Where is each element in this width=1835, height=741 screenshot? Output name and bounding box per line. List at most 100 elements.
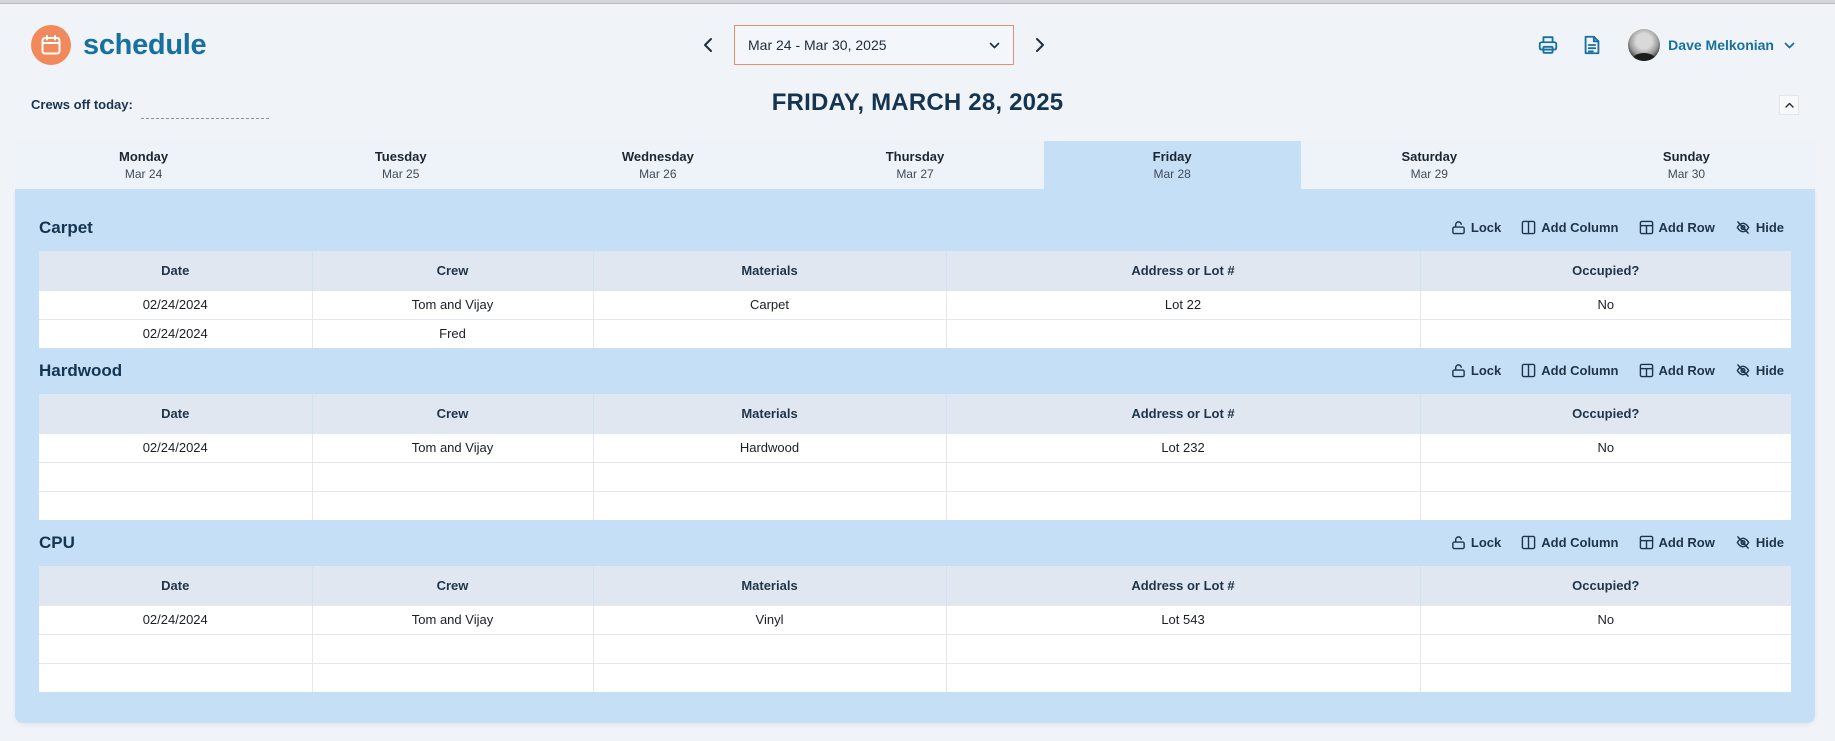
document-button[interactable] bbox=[1578, 28, 1606, 62]
add-row-button[interactable]: Add Row bbox=[1639, 363, 1715, 378]
column-header[interactable]: Address or Lot # bbox=[946, 251, 1421, 290]
table-cell[interactable] bbox=[312, 662, 594, 692]
table-cell[interactable]: Fred bbox=[312, 318, 594, 348]
column-header[interactable]: Materials bbox=[593, 566, 947, 605]
table-cell[interactable] bbox=[946, 633, 1421, 663]
table-cell[interactable]: Lot 543 bbox=[946, 604, 1421, 634]
week-range-select[interactable]: Mar 24 - Mar 30, 2025 bbox=[734, 25, 1014, 65]
column-header[interactable]: Date bbox=[39, 566, 313, 605]
lock-button[interactable]: Lock bbox=[1451, 220, 1501, 235]
table-cell[interactable]: No bbox=[1420, 604, 1791, 634]
section-title: Carpet bbox=[39, 218, 93, 237]
table-cell[interactable] bbox=[312, 490, 594, 520]
hide-button[interactable]: Hide bbox=[1735, 363, 1784, 378]
unlock-icon bbox=[1452, 364, 1465, 378]
chevron-down-icon bbox=[1784, 42, 1795, 48]
table-cell[interactable]: Tom and Vijay bbox=[312, 604, 594, 634]
tab-date-label: Mar 30 bbox=[1667, 167, 1706, 181]
tab-day-label: Tuesday bbox=[374, 149, 427, 164]
table-cell[interactable] bbox=[593, 461, 947, 491]
table-cell[interactable]: 02/24/2024 bbox=[39, 432, 313, 462]
column-header[interactable]: Address or Lot # bbox=[946, 394, 1421, 433]
add-row-label: Add Row bbox=[1658, 363, 1715, 378]
table-row: 02/24/2024 Fred bbox=[39, 318, 1791, 348]
table-cell[interactable] bbox=[39, 662, 313, 692]
table-cell[interactable] bbox=[1420, 633, 1791, 663]
table-cell[interactable] bbox=[593, 633, 947, 663]
table-cell[interactable]: 02/24/2024 bbox=[39, 318, 313, 348]
next-week-button[interactable] bbox=[1028, 25, 1052, 65]
column-header[interactable]: Date bbox=[39, 251, 313, 290]
section-actions: Lock Add Column Add Row Hide bbox=[1431, 220, 1784, 235]
add-column-button[interactable]: Add Column bbox=[1521, 220, 1619, 235]
week-range-value: Mar 24 - Mar 30, 2025 bbox=[748, 37, 887, 53]
table-cell[interactable] bbox=[1420, 490, 1791, 520]
column-header[interactable]: Date bbox=[39, 394, 313, 433]
column-header[interactable]: Address or Lot # bbox=[946, 566, 1421, 605]
hide-button[interactable]: Hide bbox=[1735, 220, 1784, 235]
add-column-button[interactable]: Add Column bbox=[1521, 363, 1619, 378]
table-cell[interactable]: 02/24/2024 bbox=[39, 289, 313, 319]
tab-saturday[interactable]: Saturday Mar 29 bbox=[1301, 141, 1558, 189]
lock-button[interactable]: Lock bbox=[1451, 535, 1501, 550]
tab-friday[interactable]: Friday Mar 28 bbox=[1043, 141, 1301, 189]
table-cell[interactable] bbox=[946, 662, 1421, 692]
tab-date-label: Mar 24 bbox=[124, 167, 163, 181]
table-cell[interactable] bbox=[946, 318, 1421, 348]
tab-wednesday[interactable]: Wednesday Mar 26 bbox=[529, 141, 786, 189]
table-row: 02/24/2024 Tom and Vijay Vinyl Lot 543 N… bbox=[39, 604, 1791, 634]
crews-off-input[interactable] bbox=[141, 118, 269, 119]
hide-button[interactable]: Hide bbox=[1735, 535, 1784, 550]
table-cell[interactable]: Carpet bbox=[593, 289, 947, 319]
column-header[interactable]: Materials bbox=[593, 251, 947, 290]
table-cell[interactable]: No bbox=[1420, 289, 1791, 319]
table-row bbox=[39, 633, 1791, 663]
header-actions: Dave Melkonian bbox=[1534, 28, 1835, 62]
table-cell[interactable] bbox=[312, 633, 594, 663]
app-logo[interactable]: schedule bbox=[31, 25, 207, 65]
add-column-button[interactable]: Add Column bbox=[1521, 535, 1619, 550]
add-row-button[interactable]: Add Row bbox=[1639, 535, 1715, 550]
table-cell[interactable]: Tom and Vijay bbox=[312, 289, 594, 319]
column-header[interactable]: Occupied? bbox=[1420, 394, 1791, 433]
tab-thursday[interactable]: Thursday Mar 27 bbox=[786, 141, 1043, 189]
table-cell[interactable]: Hardwood bbox=[593, 432, 947, 462]
table-cell[interactable] bbox=[946, 490, 1421, 520]
user-menu[interactable]: Dave Melkonian bbox=[1628, 29, 1795, 61]
table-cell[interactable] bbox=[312, 461, 594, 491]
table-header-row: Date Crew Materials Address or Lot # Occ… bbox=[39, 251, 1791, 290]
column-header[interactable]: Materials bbox=[593, 394, 947, 433]
add-row-button[interactable]: Add Row bbox=[1639, 220, 1715, 235]
column-header[interactable]: Occupied? bbox=[1420, 251, 1791, 290]
table-cell[interactable] bbox=[39, 461, 313, 491]
table-cell[interactable]: No bbox=[1420, 432, 1791, 462]
table-cell[interactable] bbox=[1420, 318, 1791, 348]
section-actions: Lock Add Column Add Row Hide bbox=[1431, 363, 1784, 378]
table-cell[interactable] bbox=[1420, 461, 1791, 491]
table-cell[interactable] bbox=[39, 633, 313, 663]
table-cell[interactable]: 02/24/2024 bbox=[39, 604, 313, 634]
column-header[interactable]: Crew bbox=[312, 251, 594, 290]
column-header[interactable]: Crew bbox=[312, 566, 594, 605]
table-cell[interactable] bbox=[1420, 662, 1791, 692]
previous-week-button[interactable] bbox=[696, 25, 720, 65]
week-navigation: Mar 24 - Mar 30, 2025 bbox=[696, 25, 1052, 65]
add-column-label: Add Column bbox=[1541, 363, 1619, 378]
table-cell[interactable]: Vinyl bbox=[593, 604, 947, 634]
table-cell[interactable] bbox=[593, 490, 947, 520]
table-cell[interactable] bbox=[946, 461, 1421, 491]
tab-tuesday[interactable]: Tuesday Mar 25 bbox=[272, 141, 529, 189]
table-cell[interactable] bbox=[593, 662, 947, 692]
tab-monday[interactable]: Monday Mar 24 bbox=[15, 141, 272, 189]
table-cell[interactable]: Lot 232 bbox=[946, 432, 1421, 462]
collapse-button[interactable] bbox=[1779, 95, 1799, 115]
table-cell[interactable]: Lot 22 bbox=[946, 289, 1421, 319]
lock-button[interactable]: Lock bbox=[1451, 363, 1501, 378]
column-header[interactable]: Occupied? bbox=[1420, 566, 1791, 605]
print-button[interactable] bbox=[1534, 28, 1562, 62]
column-header[interactable]: Crew bbox=[312, 394, 594, 433]
table-cell[interactable] bbox=[593, 318, 947, 348]
table-cell[interactable]: Tom and Vijay bbox=[312, 432, 594, 462]
tab-sunday[interactable]: Sunday Mar 30 bbox=[1558, 141, 1815, 189]
table-cell[interactable] bbox=[39, 490, 313, 520]
